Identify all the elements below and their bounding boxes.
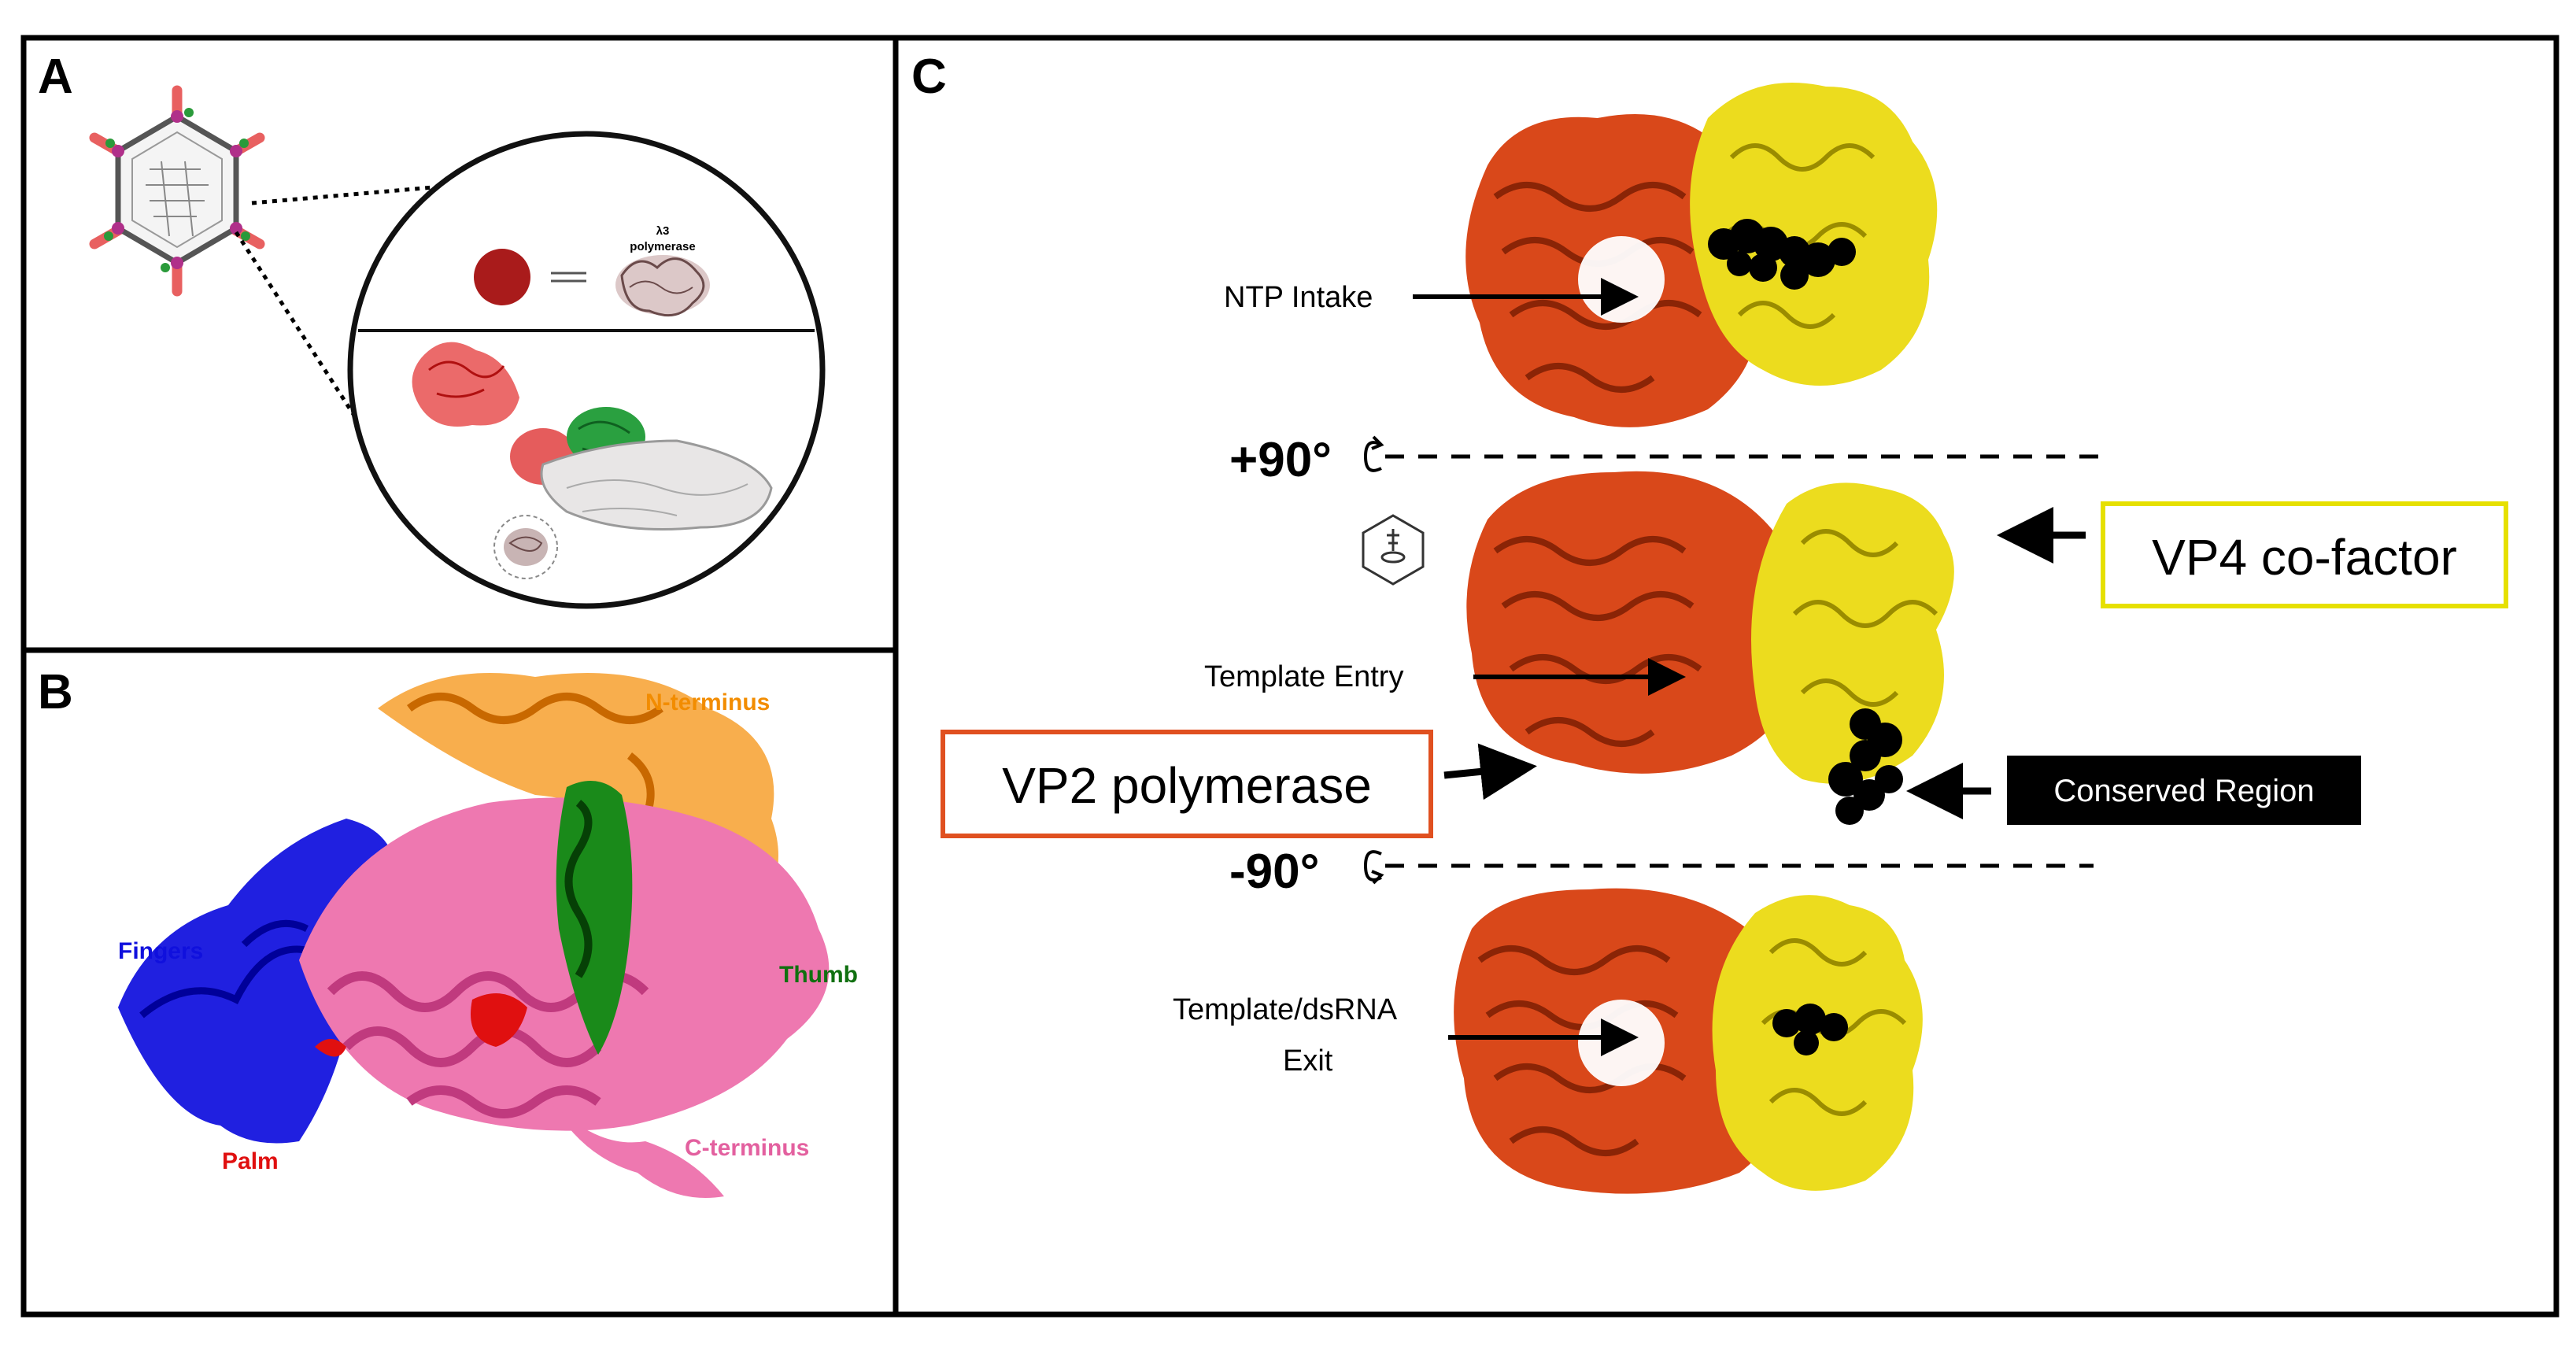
- conserved-region-middle: [1828, 708, 1903, 825]
- label-template-entry: Template Entry: [1204, 660, 1403, 693]
- rotate-icon-plus: [1363, 435, 1384, 472]
- vp2-vp4-structure-bottom: [1454, 888, 1923, 1194]
- label-c-terminus: C-terminus: [685, 1135, 809, 1161]
- arrow-vp2: [1443, 743, 1537, 800]
- vp2-vp4-structure-top: [1465, 83, 1938, 427]
- polymerase-domain-structure: [118, 673, 830, 1198]
- vp2-polymerase-box: [941, 730, 1433, 838]
- vp2-vp4-structure-middle: [1466, 471, 1954, 825]
- lambda3-label-line1: λ3: [656, 224, 670, 238]
- panel-c-frame: [893, 35, 2559, 1318]
- vp4-cofactor-box: [2101, 501, 2508, 608]
- capsid-icon: [89, 85, 265, 297]
- rotate-icon-minus: [1363, 850, 1384, 885]
- label-ntp-intake: NTP Intake: [1224, 281, 1373, 314]
- label-palm: Palm: [222, 1148, 279, 1174]
- vp4-cofactor-label: VP4 co-factor: [2152, 529, 2457, 586]
- label-exit-line1: Template/dsRNA: [1173, 993, 1398, 1026]
- vp2-polymerase-label: VP2 polymerase: [1002, 757, 1372, 814]
- panel-b-letter: B: [38, 665, 73, 719]
- conserved-region-bottom: [1772, 1004, 1848, 1055]
- panel-a-letter: A: [38, 50, 73, 104]
- zoom-circle: λ3 polymerase: [347, 131, 826, 609]
- polymerase-sphere: [474, 249, 530, 305]
- conserved-region-box: [2007, 756, 2361, 825]
- fivefold-axis-icon: [1362, 514, 1425, 586]
- rotation-label-minus: -90°: [1229, 845, 1319, 899]
- capsid-vertex-structure: [412, 342, 773, 579]
- label-exit-line2: Exit: [1283, 1044, 1333, 1078]
- label-n-terminus: N-terminus: [645, 689, 770, 715]
- rotation-label-plus: +90°: [1229, 433, 1332, 487]
- polymerase-structure-small: [615, 255, 710, 317]
- label-thumb: Thumb: [779, 962, 858, 988]
- label-fingers: Fingers: [118, 938, 203, 964]
- lambda3-label-line2: polymerase: [630, 240, 695, 253]
- conserved-region-top: [1708, 219, 1856, 290]
- panel-c-letter: C: [911, 50, 947, 104]
- conserved-region-label: Conserved Region: [2053, 774, 2314, 808]
